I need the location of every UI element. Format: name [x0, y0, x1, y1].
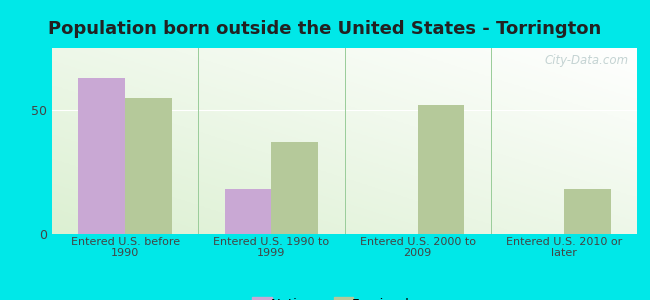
Legend: Native, Foreign-born: Native, Foreign-born [247, 293, 442, 300]
Bar [125, 98, 172, 234]
Bar [272, 142, 318, 234]
Bar [417, 105, 464, 234]
Bar [564, 189, 610, 234]
Bar [225, 189, 272, 234]
Text: Population born outside the United States - Torrington: Population born outside the United State… [48, 20, 602, 38]
Bar [78, 78, 125, 234]
Text: City-Data.com: City-Data.com [544, 54, 628, 67]
